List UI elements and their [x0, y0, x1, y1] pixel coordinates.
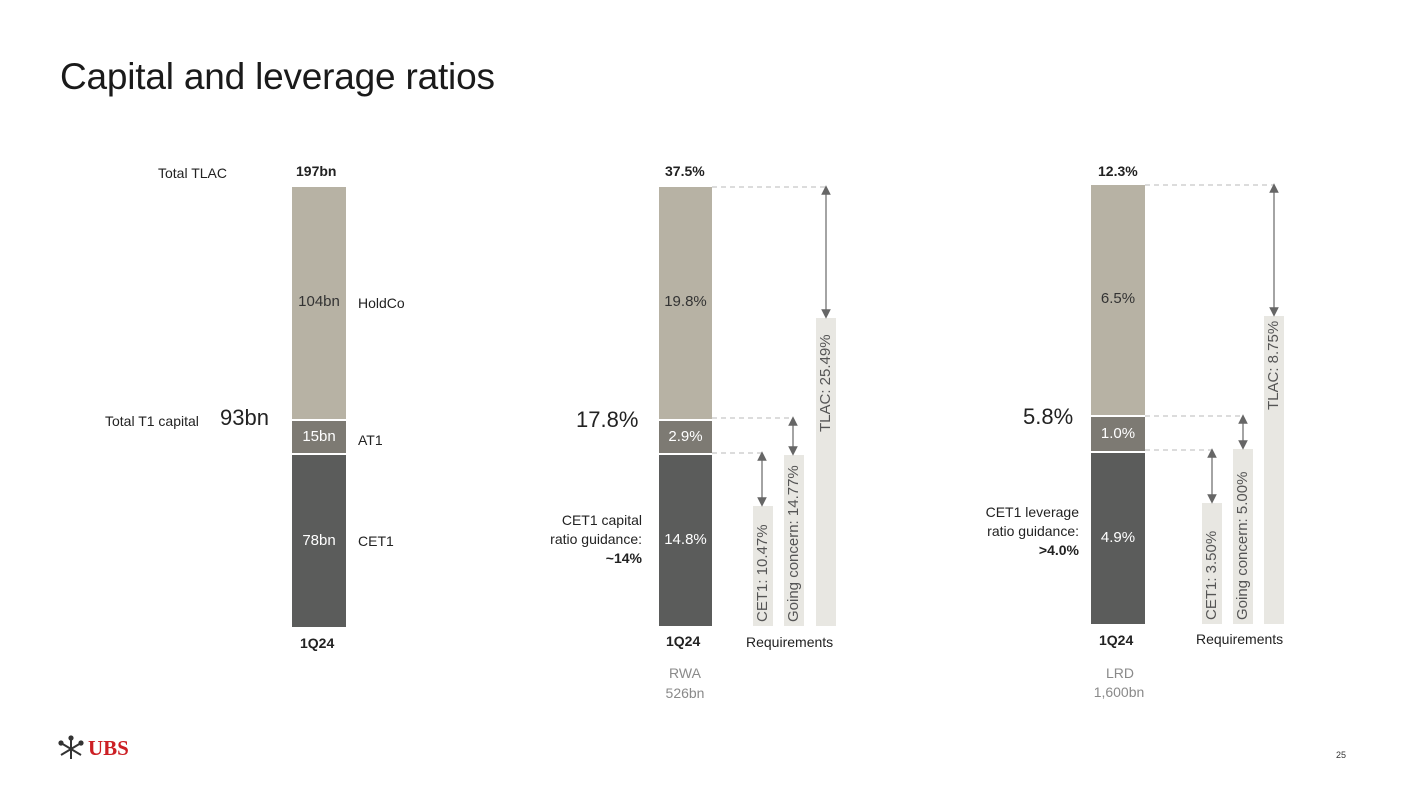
bar-segment-at1: 15bn: [292, 419, 346, 453]
lrd-guidance-line-2: ratio guidance:: [987, 523, 1079, 539]
lrd-stacked-bar: 6.5% 1.0% 4.9%: [1091, 185, 1145, 624]
tlac-period-label: 1Q24: [300, 635, 335, 651]
rwa-guidance-value: ~14%: [605, 550, 642, 566]
lrd-req-bar-tlac: [1264, 316, 1284, 624]
legend-at1: AT1: [358, 432, 383, 448]
rwa-footer-label: RWA: [669, 665, 701, 681]
ubs-keys-logo-icon: [58, 735, 84, 761]
bar-label-at1: 15bn: [302, 428, 336, 446]
total-tlac-value: 197bn: [296, 163, 337, 179]
lrd-guidance-line-1: CET1 leverage: [985, 504, 1079, 520]
legend-cet1: CET1: [358, 533, 394, 549]
lrd-guidance-value: >4.0%: [1038, 542, 1079, 558]
bar-segment-holdco: 104bn: [292, 187, 346, 420]
tlac-stacked-bar: 104bn 15bn 78bn: [292, 187, 346, 627]
lrd-total-value: 12.3%: [1098, 163, 1138, 179]
page-title: Capital and leverage ratios: [60, 56, 495, 97]
bar-label-cet1: 78bn: [302, 531, 336, 549]
rwa-req-bar-cet1: [753, 506, 773, 626]
rwa-t1-ratio: 17.8%: [576, 407, 639, 432]
bar-segment-holdco: 19.8%: [659, 187, 712, 419]
rwa-stacked-bar: 19.8% 2.9% 14.8%: [659, 187, 712, 626]
bar-label-at1: 1.0%: [1100, 424, 1136, 442]
bar-segment-at1: 2.9%: [659, 418, 712, 453]
total-tlac-label: Total TLAC: [158, 165, 227, 181]
bar-label-cet1: 4.9%: [1100, 529, 1136, 547]
rwa-period-label: 1Q24: [666, 633, 701, 649]
total-t1-value: 93bn: [220, 405, 269, 430]
rwa-req-bar-tlac: [816, 318, 836, 626]
rwa-footer-value: 526bn: [665, 685, 705, 701]
lrd-period-label: 1Q24: [1099, 632, 1134, 648]
bar-segment-cet1: 14.8%: [659, 452, 712, 626]
bar-label-holdco: 19.8%: [664, 292, 707, 310]
ubs-logo-text: UBS: [88, 736, 129, 760]
bar-segment-cet1: 4.9%: [1091, 450, 1145, 624]
page-number: 25: [1336, 750, 1347, 760]
rwa-req-bar-going-concern: [784, 455, 804, 626]
total-t1-label: Total T1 capital: [105, 413, 199, 429]
bar-label-holdco: 104bn: [298, 293, 340, 311]
rwa-guidance-line-2: ratio guidance:: [550, 531, 642, 547]
lrd-footer-value: 1,600bn: [1093, 684, 1145, 700]
bar-segment-at1: 1.0%: [1091, 415, 1145, 451]
lrd-t1-ratio: 5.8%: [1023, 404, 1074, 429]
bar-segment-holdco: 6.5%: [1091, 185, 1145, 416]
rwa-total-value: 37.5%: [665, 163, 705, 179]
bar-label-cet1: 14.8%: [664, 531, 707, 549]
rwa-requirements-label: Requirements: [746, 634, 834, 650]
dashed-guides: [712, 184, 1274, 454]
lrd-footer-label: LRD: [1105, 665, 1134, 681]
lrd-requirements-label: Requirements: [1196, 631, 1284, 647]
requirement-arrows: [757, 183, 1279, 507]
bar-segment-cet1: 78bn: [292, 452, 346, 627]
bar-label-holdco: 6.5%: [1100, 290, 1136, 308]
lrd-req-bar-going-concern: [1233, 449, 1253, 624]
rwa-guidance-line-1: CET1 capital: [561, 512, 642, 528]
bar-label-at1: 2.9%: [668, 427, 703, 445]
legend-holdco: HoldCo: [358, 295, 405, 311]
lrd-req-bar-cet1: [1202, 503, 1222, 624]
